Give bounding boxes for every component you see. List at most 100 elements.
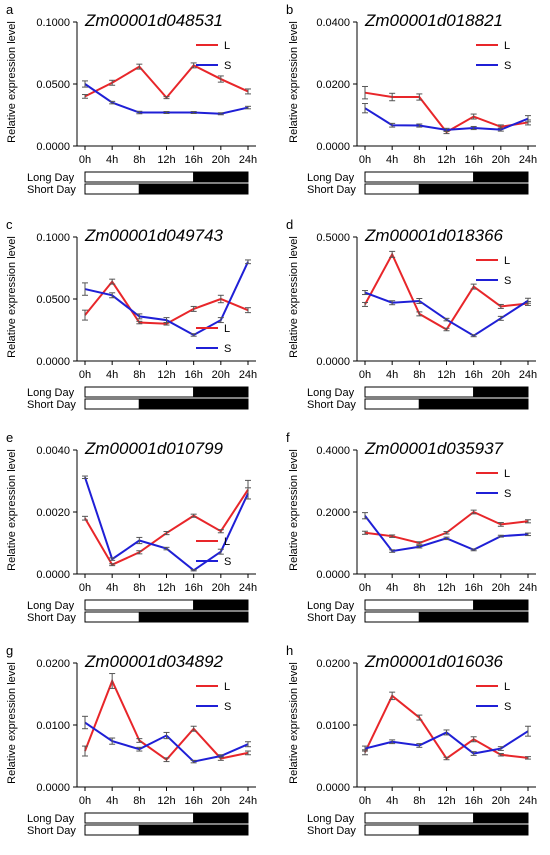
x-tick-label: 4h <box>386 582 398 594</box>
y-tick-label: 0.0000 <box>316 141 350 153</box>
legend-label-L: L <box>504 468 510 480</box>
short-day-dark-bar <box>138 183 249 195</box>
x-tick-label: 0h <box>359 369 371 381</box>
x-tick-label: 12h <box>157 582 175 594</box>
x-tick-label: 0h <box>79 582 91 594</box>
legend-label-L: L <box>504 40 510 52</box>
x-tick-label: 0h <box>79 795 91 807</box>
y-tick-label: 0.0000 <box>36 141 70 153</box>
x-tick-label: 12h <box>437 582 455 594</box>
short-day-dark-bar <box>418 824 529 836</box>
x-tick-label: 12h <box>437 369 455 381</box>
chart-title: Zm00001d016036 <box>364 652 504 671</box>
y-tick-label: 0.0500 <box>36 294 70 306</box>
x-tick-label: 16h <box>464 582 482 594</box>
short-day-label: Short Day <box>307 399 356 411</box>
y-tick-label: 0.4000 <box>316 445 350 457</box>
panel-letter: f <box>286 430 290 445</box>
x-tick-label: 12h <box>437 795 455 807</box>
y-tick-label: 0.0000 <box>36 782 70 794</box>
long-day-dark-bar <box>473 812 529 824</box>
chart-title: Zm00001d018821 <box>364 11 503 30</box>
legend-label-S: S <box>224 60 231 72</box>
x-tick-label: 8h <box>133 582 145 594</box>
x-tick-label: 24h <box>239 795 257 807</box>
long-day-dark-bar <box>193 171 249 183</box>
long-day-label: Long Day <box>307 387 355 399</box>
legend-label-L: L <box>504 255 510 267</box>
x-tick-label: 12h <box>157 154 175 166</box>
x-tick-label: 24h <box>239 154 257 166</box>
short-day-light-bar <box>84 398 140 410</box>
y-tick-label: 0.0000 <box>316 356 350 368</box>
long-day-light-bar <box>364 386 475 398</box>
x-tick-label: 8h <box>413 154 425 166</box>
y-tick-label: 0.0100 <box>316 720 350 732</box>
x-tick-label: 24h <box>519 795 537 807</box>
long-day-dark-bar <box>473 171 529 183</box>
x-tick-label: 4h <box>106 795 118 807</box>
chart-title: Zm00001d035937 <box>364 439 504 458</box>
x-tick-label: 24h <box>519 154 537 166</box>
long-day-dark-bar <box>193 812 249 824</box>
legend-label-L: L <box>504 681 510 693</box>
x-tick-label: 16h <box>464 369 482 381</box>
y-axis-label: Relative expression level <box>6 662 18 784</box>
long-day-label: Long Day <box>307 172 355 184</box>
x-tick-label: 8h <box>133 369 145 381</box>
y-axis-label: Relative expression level <box>6 21 18 143</box>
x-tick-label: 24h <box>519 582 537 594</box>
legend-label-L: L <box>224 681 230 693</box>
short-day-dark-bar <box>138 611 249 623</box>
short-day-dark-bar <box>418 611 529 623</box>
short-day-light-bar <box>364 183 420 195</box>
y-tick-label: 0.1000 <box>36 17 70 29</box>
y-tick-label: 0.0040 <box>36 445 70 457</box>
x-tick-label: 16h <box>184 369 202 381</box>
long-day-dark-bar <box>193 599 249 611</box>
x-tick-label: 4h <box>106 154 118 166</box>
x-tick-label: 0h <box>79 369 91 381</box>
y-tick-label: 0.0020 <box>36 507 70 519</box>
long-day-light-bar <box>364 599 475 611</box>
y-tick-label: 0.0200 <box>36 658 70 670</box>
y-tick-label: 0.0000 <box>36 356 70 368</box>
legend-label-L: L <box>224 536 230 548</box>
x-tick-label: 20h <box>212 154 230 166</box>
x-tick-label: 24h <box>519 369 537 381</box>
panel-a: a Zm00001d048531 Relative expression level… <box>6 2 257 196</box>
long-day-light-bar <box>84 171 195 183</box>
legend-label-S: S <box>504 701 511 713</box>
legend-label-L: L <box>224 323 230 335</box>
legend-label-S: S <box>504 488 511 500</box>
short-day-light-bar <box>364 611 420 623</box>
chart-title: Zm00001d010799 <box>84 439 224 458</box>
short-day-light-bar <box>84 183 140 195</box>
x-tick-label: 12h <box>437 154 455 166</box>
long-day-dark-bar <box>473 386 529 398</box>
panel-letter: h <box>286 643 293 658</box>
x-tick-label: 4h <box>106 582 118 594</box>
x-tick-label: 0h <box>359 154 371 166</box>
long-day-label: Long Day <box>27 387 75 399</box>
long-day-label: Long Day <box>27 172 75 184</box>
x-tick-label: 0h <box>359 582 371 594</box>
x-tick-label: 8h <box>413 582 425 594</box>
x-tick-label: 8h <box>133 795 145 807</box>
panel-letter: a <box>6 2 14 17</box>
long-day-light-bar <box>364 171 475 183</box>
chart-title: Zm00001d034892 <box>84 652 224 671</box>
y-tick-label: 0.0200 <box>316 658 350 670</box>
x-tick-label: 4h <box>386 795 398 807</box>
panel-f: f Zm00001d035937 Relative expression level… <box>286 430 537 624</box>
x-tick-label: 0h <box>359 795 371 807</box>
chart-title: Zm00001d018366 <box>364 226 504 245</box>
panel-c: c Zm00001d049743 Relative expression level… <box>6 217 257 411</box>
x-tick-label: 16h <box>464 154 482 166</box>
y-tick-label: 0.0200 <box>316 79 350 91</box>
y-tick-label: 0.0000 <box>36 569 70 581</box>
x-tick-label: 8h <box>133 154 145 166</box>
short-day-label: Short Day <box>307 184 356 196</box>
x-tick-label: 24h <box>239 582 257 594</box>
legend-label-L: L <box>224 40 230 52</box>
